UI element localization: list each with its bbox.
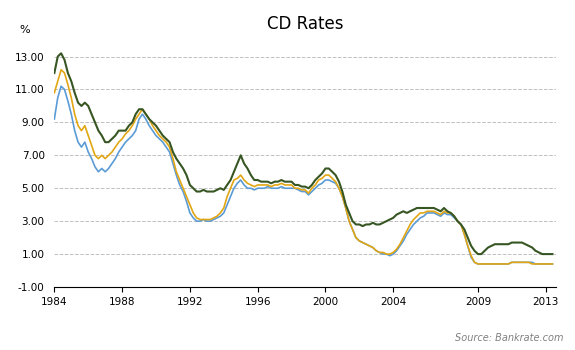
5-year CD xyxy=(302,184,309,189)
Title: CD Rates: CD Rates xyxy=(267,15,343,33)
1-year CD xyxy=(407,222,413,226)
6-month CD xyxy=(149,128,156,133)
1-year CD xyxy=(302,188,309,192)
5-year CD xyxy=(51,71,58,75)
Line: 5-year CD: 5-year CD xyxy=(55,53,553,254)
6-month CD xyxy=(58,84,64,88)
6-month CD xyxy=(302,189,309,194)
1-year CD xyxy=(292,186,298,190)
5-year CD xyxy=(474,252,481,256)
6-month CD xyxy=(359,240,366,245)
6-month CD xyxy=(292,186,298,190)
Line: 1-year CD: 1-year CD xyxy=(55,70,553,264)
6-month CD xyxy=(88,156,95,161)
1-year CD xyxy=(58,68,64,72)
5-year CD xyxy=(88,112,95,116)
1-year CD xyxy=(88,144,95,148)
Y-axis label: %: % xyxy=(19,25,29,35)
5-year CD xyxy=(149,120,156,125)
Legend: 6-month CD, 1-year CD, 5-year CD: 6-month CD, 1-year CD, 5-year CD xyxy=(140,347,470,350)
6-month CD xyxy=(474,262,481,266)
1-year CD xyxy=(149,124,156,128)
Text: Source: Bankrate.com: Source: Bankrate.com xyxy=(455,333,564,343)
1-year CD xyxy=(51,91,58,95)
5-year CD xyxy=(58,51,64,55)
6-month CD xyxy=(51,117,58,121)
6-month CD xyxy=(549,262,556,266)
1-year CD xyxy=(359,240,366,245)
5-year CD xyxy=(292,183,298,187)
5-year CD xyxy=(407,209,413,214)
5-year CD xyxy=(359,224,366,228)
5-year CD xyxy=(549,252,556,256)
Line: 6-month CD: 6-month CD xyxy=(55,86,553,264)
6-month CD xyxy=(407,227,413,231)
1-year CD xyxy=(474,262,481,266)
1-year CD xyxy=(549,262,556,266)
